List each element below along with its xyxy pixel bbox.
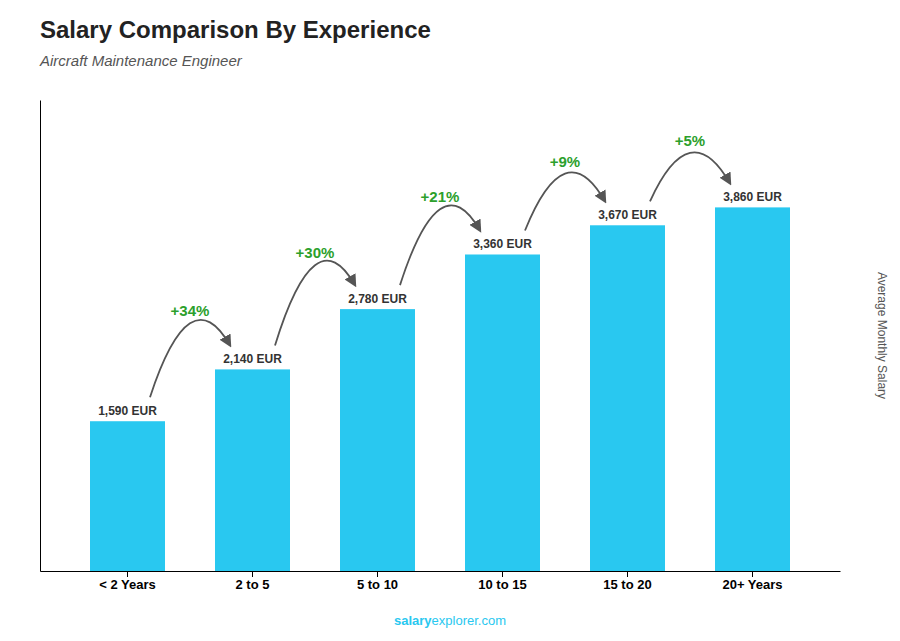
arrow [650,152,730,201]
data-label: 3,670 EUR [598,208,657,222]
title: Salary Comparison By Experience [40,16,431,43]
plot: < 2 Years 2 to 5 5 to 10 10 to 15 15 to 20 20… [41,101,841,593]
source: salaryexplorer.com [394,613,506,628]
x-tick-label: 5 to 10 [357,577,398,592]
percent-change: +21% [421,188,460,205]
bars [90,207,790,571]
x-tick: < 2 Years [99,571,156,592]
subtitle: Aircraft Maintenance Engineer [39,52,243,69]
x-tick-label: < 2 Years [99,577,156,592]
x-tick: 5 to 10 [357,571,398,592]
x-tick-label: 2 to 5 [236,577,270,592]
percent-change: +30% [296,244,335,261]
bar [215,369,290,571]
arrow [275,261,355,346]
data-labels: 1,590 EUR 2,140 EUR 2,780 EUR 3,360 EUR 3,67… [98,190,782,418]
bar [465,254,540,571]
arrow [525,172,605,230]
x-tick-label: 15 to 20 [603,577,651,592]
data-label: 2,140 EUR [223,352,282,366]
percent-change: +5% [675,132,705,149]
x-tick-label: 20+ Years [722,577,782,592]
data-label: 2,780 EUR [348,292,407,306]
source-part: salary [394,613,432,628]
data-label: 3,360 EUR [473,237,532,251]
y-axis [40,101,41,572]
x-tick-mark [127,571,128,577]
y-axis-title: Average Monthly Salary [875,272,889,399]
bar [90,421,165,571]
x-tick-mark [752,571,753,577]
bar [715,207,790,571]
x-tick-mark [627,571,628,577]
arrow [150,320,230,397]
annotations: +34% +30% +21% +9% +5% [150,132,730,397]
x-tick-mark [377,571,378,577]
percent-change: +34% [171,302,210,319]
x-tick-mark [502,571,503,577]
x-axis: < 2 Years 2 to 5 5 to 10 10 to 15 15 to 20 20… [41,571,841,592]
x-tick: 10 to 15 [478,571,526,592]
bar [340,309,415,571]
y-axis-line [40,101,41,572]
arrow [400,205,480,285]
x-axis-line [41,571,841,572]
bar [590,225,665,571]
percent-change: +9% [550,153,580,170]
x-tick: 20+ Years [722,571,782,592]
x-tick-label: 10 to 15 [478,577,526,592]
x-tick: 15 to 20 [603,571,651,592]
x-tick-mark [252,571,253,577]
source-part: explorer.com [432,613,506,628]
data-label: 1,590 EUR [98,404,157,418]
data-label: 3,860 EUR [723,190,782,204]
chart: Salary Comparison By Experience Aircraft … [0,0,900,641]
x-tick: 2 to 5 [236,571,270,592]
